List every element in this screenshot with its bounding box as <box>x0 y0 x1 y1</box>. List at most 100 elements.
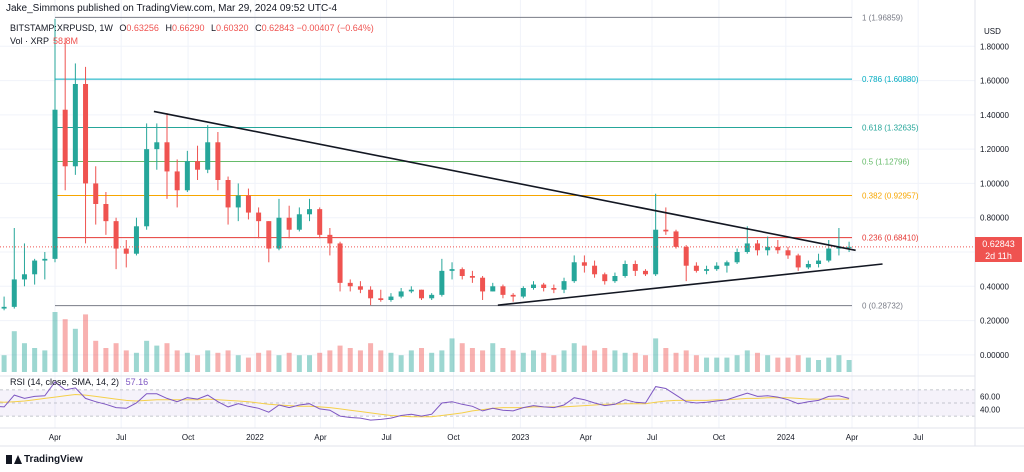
candle-body <box>174 171 180 191</box>
candle-body <box>123 248 129 254</box>
volume-bar <box>164 343 170 372</box>
volume-bar <box>388 352 394 372</box>
axes: USD 1.80000 1.60000 1.40000 1.20000 1.00000 0.… <box>0 0 1024 447</box>
volume-label[interactable]: Vol · XRP <box>10 36 50 46</box>
candle-body <box>622 264 628 276</box>
candle-body <box>388 296 394 300</box>
candle-body <box>581 262 587 266</box>
candle-body <box>144 149 150 227</box>
fibonacci-retracement: 1 (1.96859) 0.786 (1.60880) 0.618 (1.32635… <box>55 13 919 311</box>
time-tick-label: Apr <box>580 433 593 442</box>
volume-bar <box>765 355 771 372</box>
candle-body <box>1 306 7 309</box>
candle-body <box>307 209 313 215</box>
candle-body <box>500 286 506 295</box>
volume-bar <box>754 352 760 372</box>
candle-body <box>296 214 302 230</box>
tradingview-logo[interactable]: TradingView <box>6 454 83 465</box>
symbol-label[interactable]: BITSTAMP:XRPUSD, 1W <box>10 23 113 33</box>
candle-body <box>378 298 384 300</box>
volume-bar <box>408 350 414 372</box>
rsi-line <box>0 381 850 421</box>
fib-level-label: 1 (1.96859) <box>862 13 903 22</box>
candle-body <box>480 277 486 292</box>
candle-body <box>235 195 241 208</box>
price-tick-label: 1.00000 <box>980 179 1009 188</box>
candle-body <box>439 270 445 295</box>
volume-bar <box>775 357 781 372</box>
price-tick-label: 1.80000 <box>980 42 1009 51</box>
rsi-label: RSI (14, close, SMA, 14, 2) <box>10 377 120 387</box>
price-tick-label: 0.20000 <box>980 317 1009 326</box>
candle-body <box>683 246 689 266</box>
volume-bar <box>62 319 68 372</box>
trendlines <box>153 110 883 306</box>
volume-bar <box>602 348 608 372</box>
last-price-tag: 0.62843 2d 11h <box>975 237 1022 262</box>
candle-body <box>642 270 648 275</box>
time-tick-label: Oct <box>447 433 460 442</box>
candle-body <box>83 84 89 184</box>
time-tick-label: Apr <box>846 433 859 442</box>
volume-histogram <box>1 312 852 372</box>
volume-bar <box>805 357 811 372</box>
candle-body <box>541 284 547 288</box>
candle-body <box>419 289 425 299</box>
volume-bar <box>144 340 150 372</box>
candle-body <box>785 250 791 256</box>
candle-body <box>21 274 27 280</box>
price-tick-label: 0.40000 <box>980 282 1009 291</box>
candle-body <box>571 262 577 282</box>
candle-body <box>805 264 811 268</box>
price-tick-label: 0.80000 <box>980 214 1009 223</box>
volume-bar <box>632 352 638 372</box>
volume-bar <box>622 352 628 372</box>
bar-countdown: 2d 11h <box>985 251 1012 261</box>
rsi-ma-line <box>0 393 850 418</box>
candle-body <box>52 109 58 259</box>
low-value: 0.60320 <box>216 23 249 33</box>
candle-body <box>62 109 68 167</box>
fib-level-label: 0.618 (1.32635) <box>862 123 919 132</box>
volume-bar <box>612 350 618 372</box>
rsi-tick-label: 40.00 <box>980 406 1001 415</box>
candle-body <box>276 217 282 249</box>
volume-bar <box>368 343 374 372</box>
time-tick-label: 2024 <box>777 433 795 442</box>
close-key: C <box>255 23 262 33</box>
volume-bar <box>429 352 435 372</box>
volume-bar <box>673 352 679 372</box>
fib-level-label: 0.236 (0.68410) <box>862 234 919 243</box>
rsi-legend[interactable]: RSI (14, close, SMA, 14, 2) 57.16 <box>10 377 148 387</box>
trendline-ascending <box>497 263 883 306</box>
volume-bar <box>266 350 272 372</box>
volume-bar <box>215 352 221 372</box>
candle-body <box>154 142 160 150</box>
volume-bar <box>459 343 465 372</box>
volume-bar <box>449 338 455 372</box>
time-tick-label: Apr <box>314 433 327 442</box>
volume-bar <box>93 340 99 372</box>
volume-bar <box>714 357 720 372</box>
candle-body <box>215 142 221 180</box>
chart-legend: BITSTAMP:XRPUSD, 1W O0.63256 H0.66290 L0… <box>10 22 374 48</box>
volume-bar <box>317 352 323 372</box>
candle-body <box>317 209 323 235</box>
candle-body <box>561 281 567 290</box>
open-key: O <box>119 23 127 33</box>
volume-bar <box>123 350 129 372</box>
candle-body <box>673 231 679 247</box>
volume-bar <box>21 343 27 372</box>
time-tick-label: Jul <box>381 433 391 442</box>
volume-bar <box>551 355 557 372</box>
volume-bar <box>561 350 567 372</box>
candle-body <box>520 288 526 297</box>
price-tick-label: 0.00000 <box>980 351 1009 360</box>
candle-body <box>826 248 832 261</box>
volume-bar <box>846 360 852 372</box>
time-tick-label: 2023 <box>512 433 530 442</box>
time-tick-label: Oct <box>182 433 195 442</box>
close-value: 0.62843 <box>261 23 295 33</box>
volume-bar <box>103 348 109 372</box>
tradingview-icon <box>6 454 22 464</box>
